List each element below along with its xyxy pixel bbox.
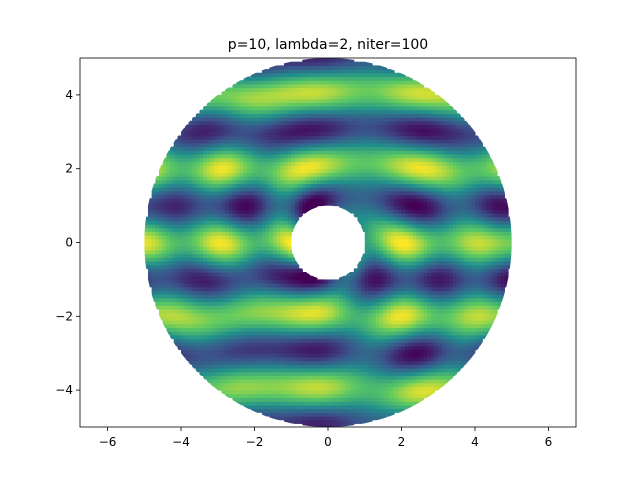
y-tick-label: 0 [65,236,73,250]
y-axis: −4 −2 0 2 4 [55,88,80,397]
x-tick-label: 2 [398,435,406,449]
x-tick-label: −2 [246,435,264,449]
y-tick-label: −4 [55,383,73,397]
chart-title: p=10, lambda=2, niter=100 [228,37,428,53]
y-tick-label: 2 [65,162,73,176]
y-tick-label: −2 [55,309,73,323]
x-tick-label: 4 [471,435,479,449]
x-tick-label: 6 [545,435,553,449]
x-axis: −6 −4 −2 0 2 4 6 [99,427,553,449]
x-tick-label: 0 [324,435,332,449]
x-tick-label: −4 [172,435,190,449]
y-tick-label: 4 [65,88,73,102]
x-tick-label: −6 [99,435,117,449]
plot-area [144,58,512,428]
wavefield-heatmap [144,58,512,428]
